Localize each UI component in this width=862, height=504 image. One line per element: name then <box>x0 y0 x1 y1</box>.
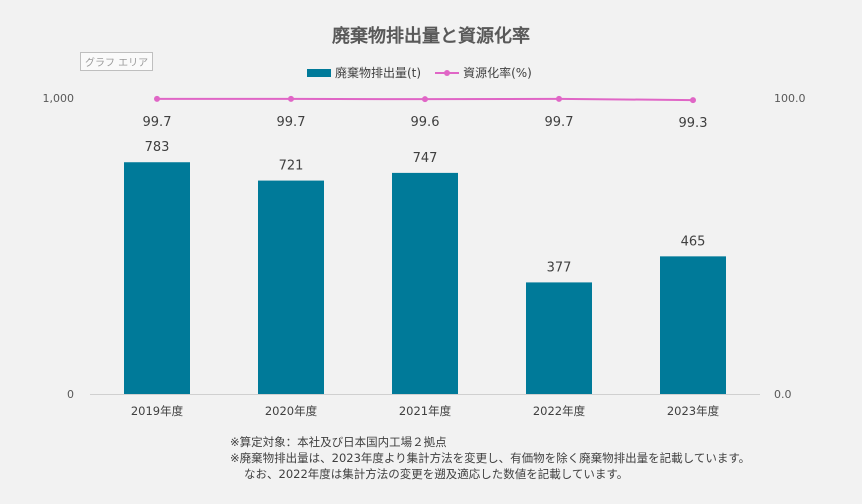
line-data-label: 99.7 <box>277 115 306 130</box>
bar <box>258 180 324 394</box>
line-point <box>690 97 696 104</box>
legend-item-line: 資源化率(%) <box>435 64 532 81</box>
x-tick-label: 2020年度 <box>265 404 318 418</box>
bar-data-label: 783 <box>145 140 170 155</box>
y-left-tick-label: 0 <box>67 388 74 401</box>
footnote-3: なお、2022年度は集計方法の変更を遡及適応した数値を記載しています。 <box>244 467 629 481</box>
bar-data-label: 747 <box>413 151 438 166</box>
line-point <box>556 95 562 102</box>
bar <box>526 282 592 394</box>
y-right-tick-label: 100.0 <box>774 92 806 105</box>
y-left-tick-label: 1,000 <box>43 92 75 105</box>
footnotes: ※算定対象：本社及び日本国内工場２拠点 ※廃棄物排出量は、2023年度より集計方… <box>230 434 750 482</box>
x-tick-label: 2019年度 <box>131 404 184 418</box>
y-right-tick-label: 0.0 <box>774 388 792 401</box>
x-tick-label: 2021年度 <box>399 404 452 418</box>
graph-area-tag: グラフ エリア <box>80 52 154 71</box>
footnote-1: ※算定対象：本社及び日本国内工場２拠点 <box>230 435 447 449</box>
legend-label-bar: 廃棄物排出量(t) <box>335 66 422 80</box>
bar <box>392 172 458 394</box>
line-data-label: 99.7 <box>545 115 574 130</box>
chart-title: 廃棄物排出量と資源化率 <box>332 26 530 47</box>
line-data-label: 99.6 <box>411 115 440 130</box>
legend: 廃棄物排出量(t) 資源化率(%) <box>307 64 532 81</box>
bar-data-label: 465 <box>681 234 706 249</box>
bar <box>660 256 726 394</box>
x-tick-label: 2023年度 <box>667 404 720 418</box>
bar-data-label: 721 <box>279 159 304 174</box>
line-point <box>154 95 160 102</box>
bar-data-label: 377 <box>547 260 572 275</box>
x-tick-label: 2022年度 <box>533 404 586 418</box>
line-data-label: 99.3 <box>679 116 708 131</box>
legend-item-bar: 廃棄物排出量(t) <box>307 64 421 81</box>
legend-label-line: 資源化率(%) <box>463 66 532 80</box>
line-point <box>422 96 428 103</box>
bar <box>124 162 190 394</box>
line-data-label: 99.7 <box>143 115 172 130</box>
legend-swatch-line <box>435 68 460 78</box>
line-point <box>288 95 294 102</box>
footnote-2: ※廃棄物排出量は、2023年度より集計方法を変更し、有価物を除く廃棄物排出量を記… <box>230 451 751 465</box>
legend-swatch-bar <box>307 68 331 77</box>
